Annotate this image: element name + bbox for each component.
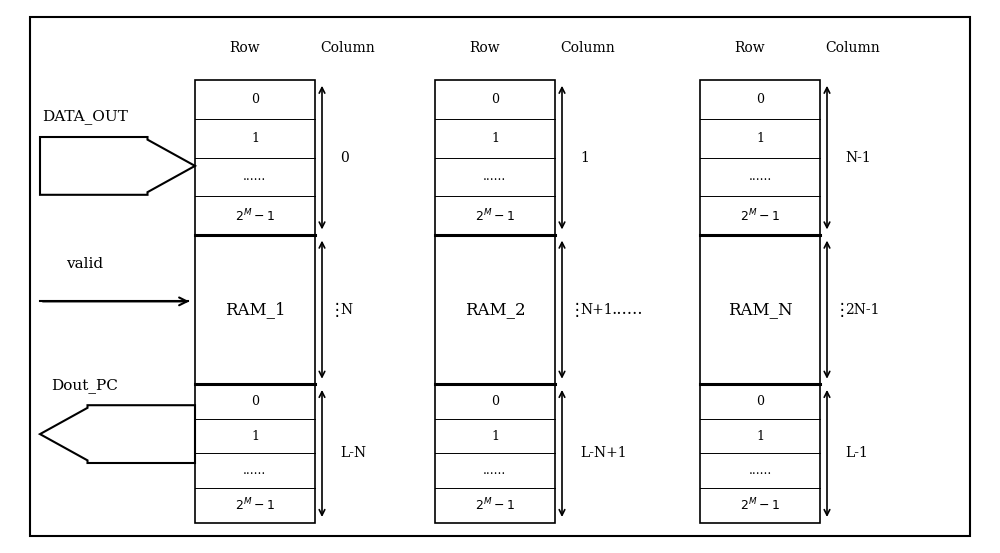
Text: 0: 0 — [756, 395, 764, 408]
Text: $2^{M}-1$: $2^{M}-1$ — [475, 497, 515, 514]
Bar — [195, 235, 315, 384]
Bar — [700, 80, 820, 235]
Text: N-1: N-1 — [845, 150, 871, 165]
Text: $2^{M}-1$: $2^{M}-1$ — [235, 207, 275, 224]
Bar — [435, 235, 555, 384]
Text: 1: 1 — [491, 430, 499, 443]
Text: 2N-1: 2N-1 — [845, 302, 880, 317]
Text: 1: 1 — [756, 430, 764, 443]
Bar — [700, 384, 820, 523]
Text: Row: Row — [470, 41, 500, 55]
Text: 1: 1 — [251, 132, 259, 145]
Text: N: N — [340, 302, 352, 317]
Text: L-N: L-N — [340, 446, 366, 461]
Text: ......: ...... — [748, 464, 772, 477]
Text: ......: ...... — [612, 301, 643, 318]
Text: $2^{M}-1$: $2^{M}-1$ — [740, 207, 780, 224]
Text: Column: Column — [560, 41, 615, 55]
Text: 0: 0 — [491, 93, 499, 106]
Text: ......: ...... — [748, 170, 772, 184]
Text: L-N+1: L-N+1 — [580, 446, 627, 461]
Polygon shape — [40, 137, 195, 195]
Text: 0: 0 — [251, 93, 259, 106]
Text: RAM_2: RAM_2 — [465, 301, 525, 318]
Text: N+1: N+1 — [580, 302, 613, 317]
Text: ......: ...... — [483, 170, 507, 184]
Text: ......: ...... — [243, 464, 267, 477]
Text: ⋮: ⋮ — [569, 301, 585, 319]
Text: ......: ...... — [483, 464, 507, 477]
Text: 0: 0 — [756, 93, 764, 106]
Text: 0: 0 — [491, 395, 499, 408]
Text: Column: Column — [320, 41, 375, 55]
Text: 1: 1 — [491, 132, 499, 145]
Text: $2^{M}-1$: $2^{M}-1$ — [740, 497, 780, 514]
Text: valid: valid — [66, 257, 104, 271]
Text: Row: Row — [230, 41, 260, 55]
Text: ⋮: ⋮ — [329, 301, 345, 319]
Bar — [195, 384, 315, 523]
Text: $2^{M}-1$: $2^{M}-1$ — [235, 497, 275, 514]
Text: 0: 0 — [340, 150, 349, 165]
Polygon shape — [40, 405, 195, 463]
Text: Dout_PC: Dout_PC — [52, 378, 118, 393]
Text: ⋮: ⋮ — [834, 301, 850, 319]
Text: 1: 1 — [756, 132, 764, 145]
Bar — [195, 80, 315, 235]
Text: RAM_N: RAM_N — [728, 301, 792, 318]
Text: 1: 1 — [251, 430, 259, 443]
Text: L-1: L-1 — [845, 446, 868, 461]
Text: Column: Column — [825, 41, 880, 55]
Text: DATA_OUT: DATA_OUT — [42, 109, 128, 124]
Text: $2^{M}-1$: $2^{M}-1$ — [475, 207, 515, 224]
Bar — [700, 235, 820, 384]
Text: RAM_1: RAM_1 — [225, 301, 285, 318]
Text: 0: 0 — [251, 395, 259, 408]
Text: 1: 1 — [580, 150, 589, 165]
Text: Row: Row — [735, 41, 765, 55]
Bar — [435, 384, 555, 523]
Text: ......: ...... — [243, 170, 267, 184]
Bar — [435, 80, 555, 235]
